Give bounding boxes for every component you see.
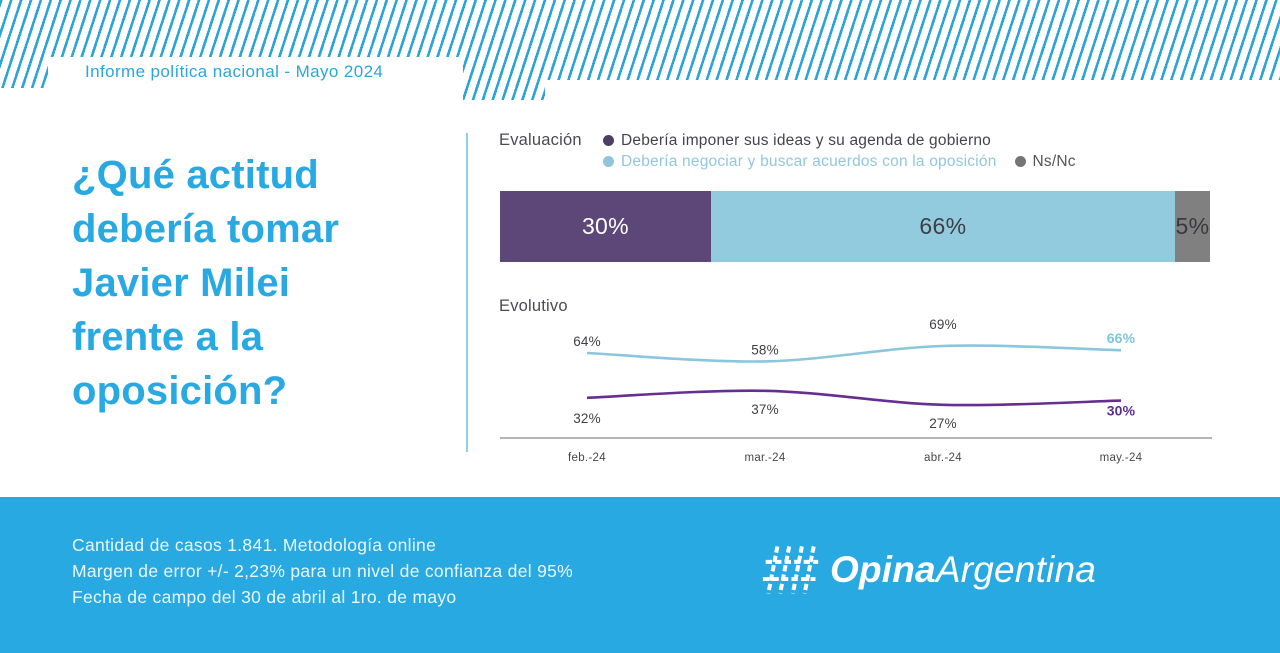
title-line: debería tomar bbox=[72, 207, 340, 251]
footer-bar: Cantidad de casos 1.841. Metodología onl… bbox=[0, 497, 1280, 653]
legend-dot-impose bbox=[603, 135, 614, 146]
x-axis-tick-label: abr.-24 bbox=[924, 452, 962, 464]
legend-label: Debería imponer sus ideas y su agenda de… bbox=[621, 131, 991, 149]
methodology-line: Cantidad de casos 1.841. Metodología onl… bbox=[72, 535, 437, 555]
x-axis-tick-label: may.-24 bbox=[1100, 452, 1143, 464]
legend-dot-negotiate bbox=[603, 156, 614, 167]
value-label: 37% bbox=[751, 402, 779, 417]
value-label: 64% bbox=[573, 334, 601, 349]
bar-segment-negotiate: 66% bbox=[710, 191, 1175, 262]
bar-segment-value: 66% bbox=[919, 213, 967, 239]
line-series-1 bbox=[586, 389, 1122, 407]
evolution-line-chart: feb.-24 mar.-24 abr.-24 may.-24 64% 58% 69% 66%… bbox=[500, 317, 1212, 464]
x-axis-tick-label: feb.-24 bbox=[568, 452, 606, 464]
brand-name-argentina: Argentina bbox=[935, 549, 1097, 590]
legend-item-impose: Debería imponer sus ideas y su agenda de… bbox=[603, 130, 1076, 151]
value-label: 27% bbox=[929, 416, 957, 431]
title-line: ¿Qué actitud bbox=[72, 153, 319, 197]
title-line: frente a la bbox=[72, 315, 264, 359]
opina-argentina-logo: OpinaArgentina bbox=[762, 543, 1096, 597]
x-axis-tick-label: mar.-24 bbox=[744, 452, 785, 464]
legend-label: Debería negociar y buscar acuerdos con l… bbox=[621, 152, 997, 170]
value-label: 66% bbox=[1107, 330, 1136, 346]
value-label: 32% bbox=[573, 411, 601, 426]
stacked-bar: 30% 66% 5% bbox=[500, 191, 1210, 262]
bar-segment-value: 30% bbox=[581, 213, 629, 239]
vertical-divider bbox=[466, 133, 468, 452]
title-line: Javier Milei bbox=[72, 261, 291, 305]
value-label: 69% bbox=[929, 317, 957, 332]
brand-name-opina: Opina bbox=[830, 549, 936, 590]
methodology-line: Margen de error +/- 2,23% para un nivel … bbox=[72, 561, 574, 581]
double-hash-icon bbox=[762, 546, 819, 594]
title-line: oposición? bbox=[72, 369, 288, 413]
bar-segment-value: 5% bbox=[1175, 213, 1210, 239]
methodology-note: Cantidad de casos 1.841. Metodología onl… bbox=[72, 532, 573, 610]
legend-label: Ns/Nc bbox=[1032, 152, 1076, 170]
diagonal-stripes-pattern bbox=[0, 0, 1280, 100]
report-label: Informe política nacional - Mayo 2024 bbox=[85, 62, 384, 81]
line-series-0 bbox=[586, 344, 1122, 363]
bar-segment-nsnc: 5% bbox=[1174, 191, 1210, 262]
legend-item-negotiate: Debería negociar y buscar acuerdos con l… bbox=[603, 151, 1076, 172]
bar-segment-impose: 30% bbox=[500, 191, 711, 262]
evaluation-legend: Debería imponer sus ideas y su agenda de… bbox=[603, 130, 1076, 172]
methodology-line: Fecha de campo del 30 de abril al 1ro. d… bbox=[72, 587, 457, 607]
legend-dot-nsnc bbox=[1014, 156, 1026, 167]
brand-name: OpinaArgentina bbox=[830, 549, 1096, 591]
page-title: ¿Qué actitud debería tomar Javier Milei … bbox=[72, 148, 472, 418]
value-label: 30% bbox=[1107, 403, 1136, 419]
value-label: 58% bbox=[751, 342, 779, 357]
evolution-section-label: Evolutivo bbox=[499, 297, 568, 315]
evaluation-section-label: Evaluación bbox=[499, 131, 582, 149]
